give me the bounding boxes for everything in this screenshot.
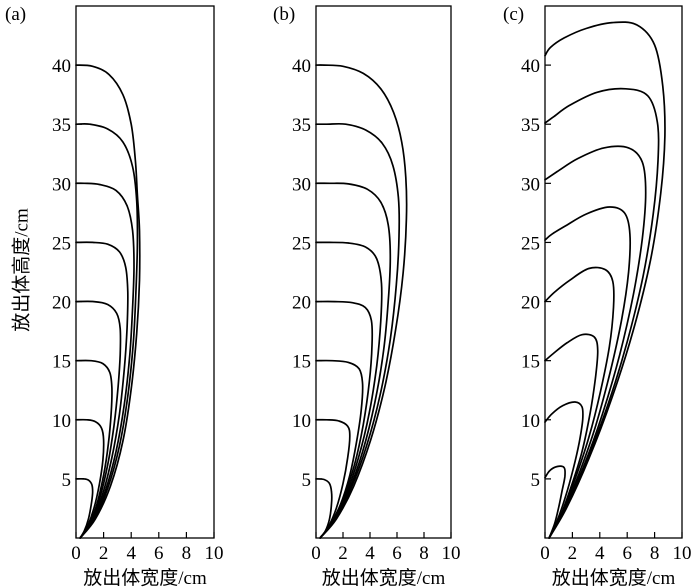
panel-c-curve-4 bbox=[544, 266, 615, 539]
panel-b-y-ticks: 5 10 15 20 25 30 35 40 bbox=[292, 56, 322, 491]
panel-a-y-tick-label: 20 bbox=[52, 293, 71, 314]
panel-c-curve-5 bbox=[544, 206, 632, 539]
panel-a-y-tick-label: 25 bbox=[52, 233, 71, 254]
panel-a-curve-8 bbox=[75, 64, 141, 539]
panel-b-y-tick-label: 40 bbox=[292, 56, 311, 77]
panel-a-label: (a) bbox=[5, 4, 26, 25]
panel-a-curve-2 bbox=[75, 418, 105, 539]
panel-a-y-tick-label: 10 bbox=[52, 411, 71, 432]
panel-b-curve-8 bbox=[315, 64, 408, 539]
panel-c-y-tick-label: 35 bbox=[521, 115, 540, 136]
panel-a-y-ticks: 5 10 15 20 25 30 35 40 bbox=[52, 56, 82, 491]
panel-c-curve-3 bbox=[544, 333, 599, 539]
panel-b-y-tick-label: 5 bbox=[302, 470, 312, 491]
panel-a-curve-3 bbox=[75, 359, 113, 539]
panel-b-frame bbox=[315, 5, 452, 539]
panel-a-y-tick-label: 5 bbox=[62, 470, 72, 491]
panel-a-y-tick-label: 30 bbox=[52, 174, 71, 195]
panel-b-x-tick-label: 10 bbox=[442, 543, 461, 564]
panel-c-label: (c) bbox=[503, 4, 524, 25]
panel-a: (a) 0 2 4 6 8 10 5 10 15 20 25 30 35 40 放出体宽度/cm bbox=[5, 4, 224, 588]
panel-a-frame bbox=[75, 5, 215, 539]
panel-c-x-tick-label: 0 bbox=[540, 543, 550, 564]
panel-b-y-tick-label: 15 bbox=[292, 352, 311, 373]
panel-b-curve-5 bbox=[315, 241, 383, 539]
panel-b-x-tick-label: 6 bbox=[392, 543, 402, 564]
panel-b-y-tick-label: 10 bbox=[292, 411, 311, 432]
panel-b-curve-6 bbox=[315, 182, 392, 539]
panel-c-x-axis-label: 放出体宽度/cm bbox=[552, 567, 676, 588]
panel-b-x-tick-label: 4 bbox=[365, 543, 375, 564]
panel-a-y-tick-label: 35 bbox=[52, 115, 71, 136]
panel-b-x-tick-label: 2 bbox=[338, 543, 348, 564]
panel-c-x-tick-label: 6 bbox=[622, 543, 632, 564]
panel-b-curves bbox=[315, 64, 408, 539]
panel-a-x-ticks: 0 2 4 6 8 10 bbox=[71, 532, 224, 564]
panel-b-x-tick-label: 8 bbox=[419, 543, 429, 564]
panel-c: (c) 0 2 4 6 8 10 5 10 15 20 25 30 35 40 放出体宽度/cm bbox=[503, 4, 692, 588]
panel-c-y-tick-label: 40 bbox=[521, 56, 540, 77]
panel-c-curve-2 bbox=[544, 401, 584, 539]
panel-b-curve-4 bbox=[315, 300, 374, 539]
y-axis-label: 放出体高度/cm bbox=[10, 208, 32, 332]
panel-c-curve-8 bbox=[544, 21, 666, 539]
panel-a-curve-7 bbox=[75, 122, 139, 539]
panel-a-curve-5 bbox=[75, 241, 129, 539]
panel-a-x-tick-label: 8 bbox=[182, 543, 192, 564]
panel-c-x-tick-label: 2 bbox=[568, 543, 578, 564]
panel-a-x-tick-label: 0 bbox=[71, 543, 81, 564]
panel-b-x-axis-label: 放出体宽度/cm bbox=[322, 567, 446, 588]
panel-a-curve-1 bbox=[75, 477, 94, 539]
panel-b-y-tick-label: 20 bbox=[292, 293, 311, 314]
panel-c-y-tick-label: 20 bbox=[521, 293, 540, 314]
panel-b-label: (b) bbox=[273, 4, 295, 25]
panel-c-curve-7 bbox=[544, 87, 660, 539]
panel-c-y-tick-label: 30 bbox=[521, 174, 540, 195]
panel-a-x-tick-label: 4 bbox=[126, 543, 136, 564]
panel-c-curves bbox=[544, 21, 666, 539]
panel-c-y-tick-label: 25 bbox=[521, 233, 540, 254]
panel-c-curve-1 bbox=[544, 465, 566, 539]
panel-c-y-tick-label: 5 bbox=[531, 470, 541, 491]
panel-a-x-tick-label: 10 bbox=[205, 543, 224, 564]
panel-b: (b) 0 2 4 6 8 10 5 10 15 20 25 30 35 40 放出体宽度/cm bbox=[273, 4, 461, 588]
panel-b-curve-2 bbox=[315, 418, 351, 539]
panel-b-x-tick-label: 0 bbox=[311, 543, 321, 564]
panel-c-x-tick-label: 10 bbox=[673, 543, 692, 564]
panel-c-y-tick-label: 15 bbox=[521, 352, 540, 373]
panel-b-y-tick-label: 30 bbox=[292, 174, 311, 195]
panel-a-curve-6 bbox=[75, 182, 135, 539]
panel-a-x-tick-label: 2 bbox=[99, 543, 109, 564]
panel-a-y-tick-label: 15 bbox=[52, 352, 71, 373]
panel-c-x-ticks: 0 2 4 6 8 10 bbox=[540, 532, 692, 564]
panel-c-x-tick-label: 4 bbox=[595, 543, 605, 564]
panel-a-x-axis-label: 放出体宽度/cm bbox=[83, 567, 207, 588]
panel-a-curve-4 bbox=[75, 300, 122, 539]
panel-c-x-tick-label: 8 bbox=[650, 543, 660, 564]
panel-c-frame bbox=[544, 5, 683, 539]
panel-c-y-ticks: 5 10 15 20 25 30 35 40 bbox=[521, 56, 551, 491]
panel-a-x-tick-label: 6 bbox=[154, 543, 164, 564]
panel-b-y-tick-label: 25 bbox=[292, 233, 311, 254]
panel-c-y-tick-label: 10 bbox=[521, 411, 540, 432]
panel-a-y-tick-label: 40 bbox=[52, 56, 71, 77]
panel-b-curve-7 bbox=[315, 122, 401, 539]
panel-b-x-ticks: 0 2 4 6 8 10 bbox=[311, 532, 461, 564]
panel-a-curves bbox=[75, 64, 141, 539]
panel-b-y-tick-label: 35 bbox=[292, 115, 311, 136]
